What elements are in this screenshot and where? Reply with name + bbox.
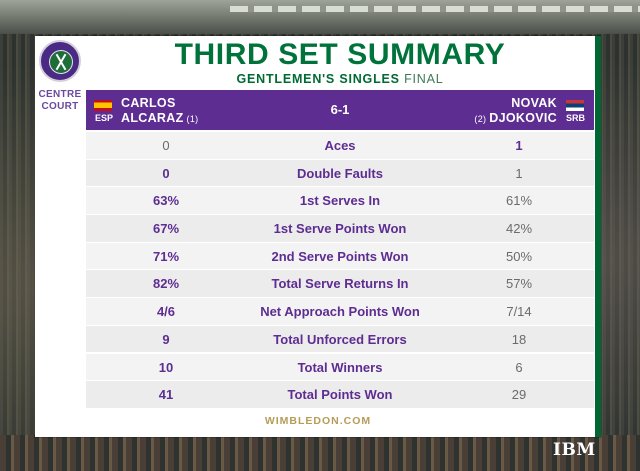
stat-label: Total Unforced Errors [273,331,407,347]
event-name: GENTLEMEN'S SINGLES [236,72,400,86]
stat-row-total-points-won: 41 Total Points Won 29 [86,381,594,408]
stat-label: Net Approach Points Won [260,304,420,320]
right-player-surname: DJOKOVIC [489,111,557,125]
stat-row-total-winners: 10 Total Winners 6 [86,353,594,380]
stat-right-value: 1 [515,165,523,181]
page-title: THIRD SET SUMMARY [174,38,506,71]
stat-left-value: 9 [162,331,170,347]
stat-left-value: 71% [152,248,180,264]
ibm-logo: IBM [553,440,596,460]
crossed-rackets-icon [49,50,73,74]
stat-label: Total Winners [297,359,383,375]
stat-row-total-serve-returns-in: 82% Total Serve Returns In 57% [86,270,594,297]
panel-accent-bar [595,36,601,437]
left-player-first-name: CARLOS [121,96,176,110]
stat-label: Aces [324,138,356,153]
stat-right-value: 1 [515,138,523,153]
wimbledon-logo-icon [39,40,81,82]
stat-row-total-unforced-errors: 9 Total Unforced Errors 18 [86,325,594,353]
stat-row-double-faults: 0 Double Faults 1 [86,159,594,187]
stat-row-second-serve-points-won: 71% 2nd Serve Points Won 50% [86,242,594,270]
event-stage: FINAL [404,72,444,86]
right-player-seed: (2) [474,114,487,124]
stat-left-value: 0 [162,138,170,153]
stat-right-value: 57% [505,276,533,292]
stat-left-value: 4/6 [156,304,176,320]
stat-label: 2nd Serve Points Won [271,248,409,264]
stat-left-value: 67% [152,221,180,237]
stat-right-value: 50% [505,248,533,264]
left-country-code: ESP [95,113,114,123]
stat-right-value: 42% [505,221,533,237]
venue-line1: CENTRE [38,89,82,100]
crowd-bottom [0,435,640,471]
stat-row-first-serve-points-won: 67% 1st Serve Points Won 42% [86,215,594,242]
venue-line2: COURT [41,101,79,112]
spain-flag-icon [94,100,112,111]
stadium-roof [0,0,640,34]
left-player-surname: ALCARAZ [121,111,184,125]
stat-left-value: 82% [152,276,180,292]
scoreboard-panel: CENTRE COURT THIRD SET SUMMARY GENTLEMEN… [35,36,601,437]
right-player-first-name: NOVAK [511,96,557,110]
set-score: 6-1 [330,102,350,117]
stat-label: Double Faults [297,165,383,181]
players-header: ESP CARLOS ALCARAZ (1) 6-1 NOVAK (2) DJOKO… [86,90,594,130]
stat-right-value: 6 [515,359,523,375]
left-player-last-name: ALCARAZ (1) [121,111,198,126]
stats-table: 0 Aces 1 0 Double Faults 1 63% 1st Serve… [86,132,594,409]
stat-right-value: 29 [511,387,527,403]
stat-label: 1st Serves In [299,193,381,209]
stat-row-first-serves-in: 63% 1st Serves In 61% [86,187,594,214]
stat-right-value: 18 [511,331,527,347]
page-subtitle: GENTLEMEN'S SINGLES FINAL [95,72,585,86]
stat-left-value: 10 [158,359,174,375]
serbia-flag-icon [566,100,584,111]
venue-label: CENTRE COURT [35,89,85,113]
left-player-seed: (1) [186,114,199,124]
stat-right-value: 7/14 [506,304,532,320]
stat-right-value: 61% [505,193,533,209]
stat-row-aces: 0 Aces 1 [86,132,594,159]
right-player-last-name: (2) DJOKOVIC [474,111,557,126]
stat-left-value: 41 [158,387,174,403]
stat-left-value: 63% [152,193,180,209]
right-country-code: SRB [565,113,585,123]
stat-row-net-approach-points-won: 4/6 Net Approach Points Won 7/14 [86,298,594,325]
stat-label: Total Serve Returns In [271,276,409,292]
stat-left-value: 0 [162,165,170,181]
stat-label: Total Points Won [287,387,393,403]
website-footer: WIMBLEDON.COM [264,415,372,427]
stat-label: 1st Serve Points Won [273,221,407,237]
